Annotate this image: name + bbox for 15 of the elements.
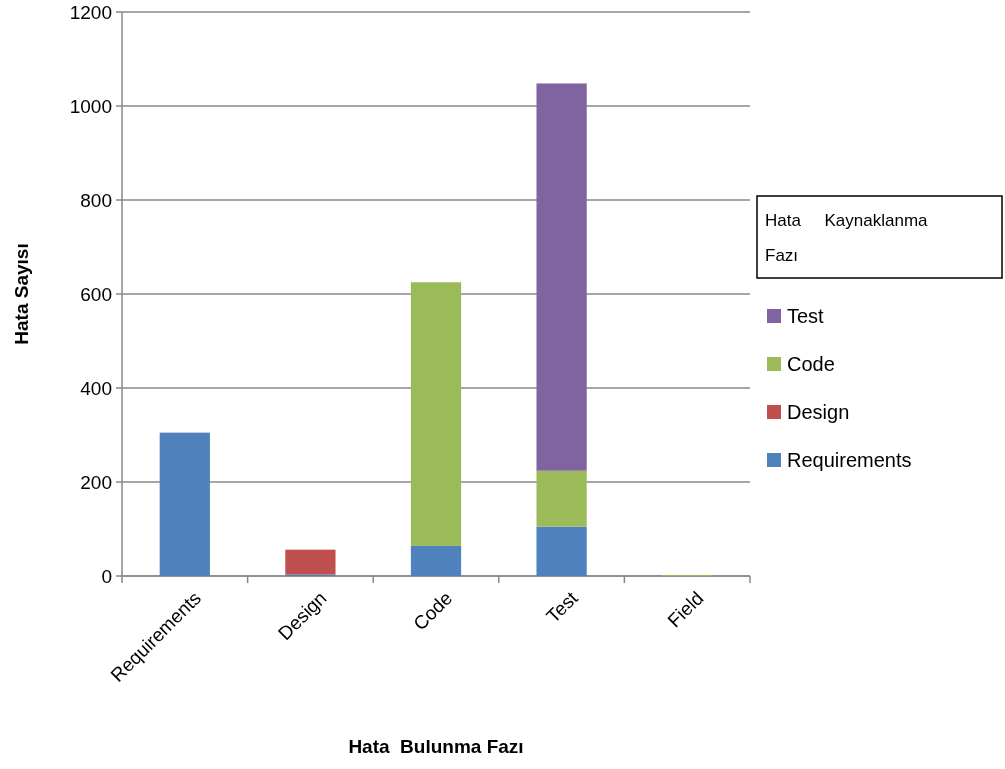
y-tick-label: 400 [80,377,112,399]
y-tick-label: 0 [101,565,112,587]
legend-label: Code [787,353,835,375]
y-tick-label: 200 [80,471,112,493]
y-tick-label: 1200 [69,1,112,23]
legend-label: Test [787,305,825,327]
legend-label: Requirements [787,449,912,471]
legend-label: Design [787,401,850,423]
y-tick-label: 800 [80,189,112,211]
y-tick-label: 1000 [69,95,112,117]
x-tick-label: Test [542,586,583,627]
y-tick-label: 600 [80,283,112,305]
y-axis-title: Hata Sayısı [11,243,32,345]
legend-title: Hata Kaynaklanma Fazı [765,211,929,265]
x-axis-title: Hata Bulunma Fazı [348,736,524,757]
